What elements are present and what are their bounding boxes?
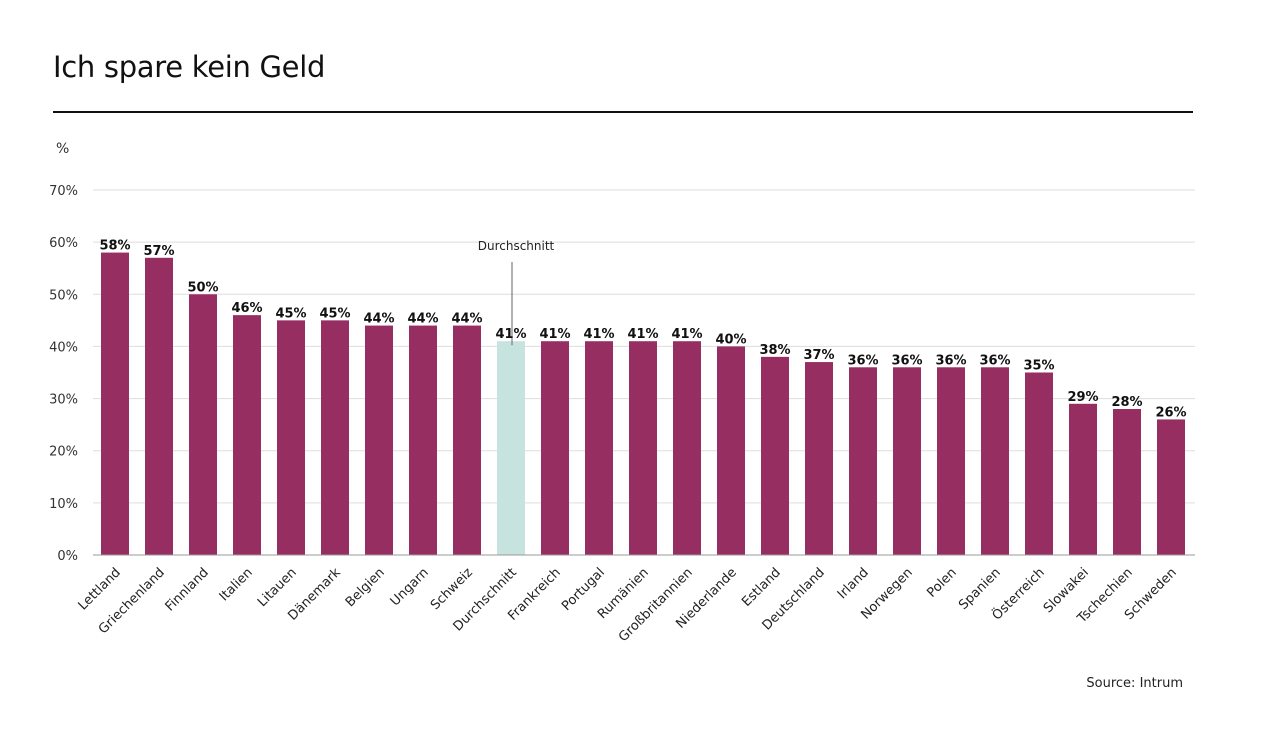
data-label: 41% <box>539 327 570 342</box>
y-tick-label: 0% <box>57 549 78 564</box>
y-tick-label: 50% <box>49 288 78 303</box>
bar <box>233 315 261 555</box>
bar <box>541 341 569 555</box>
data-label: 28% <box>1111 395 1142 410</box>
data-label: 50% <box>187 280 218 295</box>
data-label: 44% <box>407 312 438 327</box>
category-label: Belgien <box>343 565 388 610</box>
category-label: Irland <box>835 565 872 602</box>
bar <box>1157 419 1185 555</box>
data-label: 41% <box>627 327 658 342</box>
y-axis-ticks: 0% 10% 20% 30% 40% 50% 60% 70% <box>49 184 78 564</box>
gridlines <box>93 189 1195 504</box>
data-label: 37% <box>803 348 834 363</box>
data-label: 44% <box>451 312 482 327</box>
y-tick-label: 60% <box>49 236 78 251</box>
y-axis-unit-label: % <box>56 141 69 157</box>
data-label: 36% <box>979 353 1010 368</box>
data-label: 45% <box>275 306 306 321</box>
bar <box>1113 409 1141 555</box>
data-label: 29% <box>1067 390 1098 405</box>
bars <box>101 252 1185 556</box>
bar <box>981 367 1009 555</box>
data-label: 58% <box>99 239 130 254</box>
bar-average <box>497 341 525 555</box>
category-label: Ungarn <box>388 565 432 609</box>
bar <box>145 257 173 555</box>
data-label: 41% <box>495 327 526 342</box>
data-label: 35% <box>1023 359 1054 374</box>
bar <box>189 294 217 555</box>
average-annotation: Durchschnitt <box>478 239 555 346</box>
bar <box>453 325 481 555</box>
title-divider <box>53 111 1193 113</box>
data-label: 38% <box>759 343 790 358</box>
category-label: Estland <box>739 565 784 610</box>
data-label: 44% <box>363 312 394 327</box>
annotation-label: Durchschnitt <box>478 239 555 253</box>
category-label: Italien <box>217 565 256 604</box>
y-tick-label: 30% <box>49 393 78 408</box>
bar <box>101 252 129 556</box>
category-label: Polen <box>924 565 959 600</box>
bar <box>893 367 921 555</box>
data-label: 36% <box>891 353 922 368</box>
bar <box>1069 403 1097 555</box>
bar <box>585 341 613 555</box>
bar <box>717 346 745 555</box>
chart-title: Ich spare kein Geld <box>53 50 326 84</box>
bar <box>629 341 657 555</box>
data-label: 45% <box>319 306 350 321</box>
data-label: 41% <box>671 327 702 342</box>
bar <box>321 320 349 555</box>
y-tick-label: 20% <box>49 445 78 460</box>
source-note: Source: Intrum <box>1086 676 1183 691</box>
bar <box>805 362 833 555</box>
data-label: 36% <box>847 353 878 368</box>
bar <box>409 325 437 555</box>
data-label: 26% <box>1155 405 1186 420</box>
bar <box>849 367 877 555</box>
bar <box>277 320 305 555</box>
data-label: 40% <box>715 332 746 347</box>
data-label: 41% <box>583 327 614 342</box>
bar <box>761 356 789 555</box>
bar <box>937 367 965 555</box>
data-label: 36% <box>935 353 966 368</box>
y-tick-label: 70% <box>49 184 78 199</box>
data-label: 57% <box>143 244 174 259</box>
y-tick-label: 40% <box>49 340 78 355</box>
data-labels: 58% 57% 50% 46% 45% 45% 44% 44% 44% 41% 41% 41% 41% 4… <box>99 239 1186 421</box>
bar <box>1025 372 1053 555</box>
data-label: 46% <box>231 301 262 316</box>
bar <box>365 325 393 555</box>
y-tick-label: 10% <box>49 497 78 512</box>
category-label: Litauen <box>255 565 300 610</box>
bar <box>673 341 701 555</box>
category-label: Finnland <box>163 565 212 614</box>
